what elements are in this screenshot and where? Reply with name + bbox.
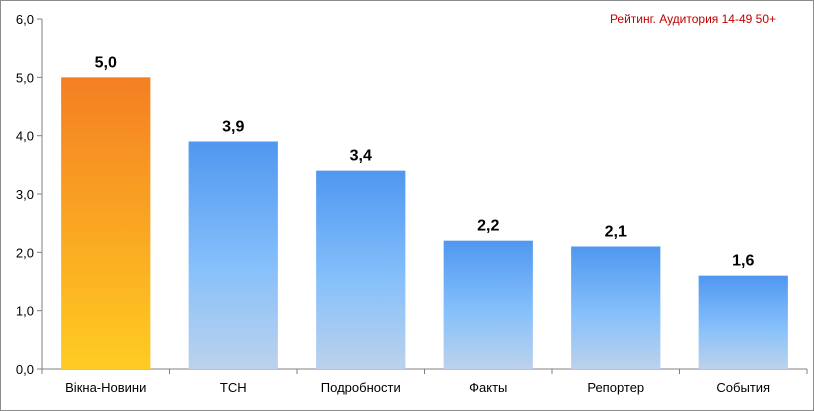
x-tick-label: События (716, 380, 770, 395)
chart-annotation: Рейтинг. Аудитория 14-49 50+ (610, 12, 776, 26)
bar-1 (61, 77, 151, 369)
bar-6 (698, 275, 788, 369)
x-tick-label: ТСН (220, 380, 247, 395)
x-tick-label: Репортер (587, 380, 644, 395)
y-tick-label: 3,0 (16, 187, 34, 202)
data-label: 2,2 (477, 218, 499, 235)
y-tick-label: 6,0 (16, 12, 34, 27)
bar-2 (188, 141, 278, 369)
x-axis: Вікна-Новини ТСН Подробности Факты Репортер С… (41, 368, 808, 395)
y-tick-label: 0,0 (16, 362, 34, 377)
y-axis: 0,0 1,0 2,0 3,0 4,0 5,0 6,0 (16, 12, 43, 377)
data-labels: 5,0 3,9 3,4 2,2 2,1 1,6 (95, 54, 755, 269)
data-label: 5,0 (95, 54, 117, 71)
y-tick-label: 4,0 (16, 129, 34, 144)
data-label: 1,6 (732, 253, 754, 270)
y-tick-label: 1,0 (16, 304, 34, 319)
bar-4 (443, 240, 533, 369)
bar-5 (571, 246, 661, 369)
data-label: 2,1 (605, 224, 627, 241)
data-label: 3,9 (222, 119, 244, 136)
bars (61, 77, 788, 369)
x-tick-label: Факты (469, 380, 507, 395)
y-tick-label: 5,0 (16, 70, 34, 85)
x-tick-label: Подробности (321, 380, 401, 395)
y-tick-label: 2,0 (16, 245, 34, 260)
x-tick-label: Вікна-Новини (65, 380, 146, 395)
data-label: 3,4 (350, 148, 372, 165)
bar-3 (316, 170, 406, 369)
